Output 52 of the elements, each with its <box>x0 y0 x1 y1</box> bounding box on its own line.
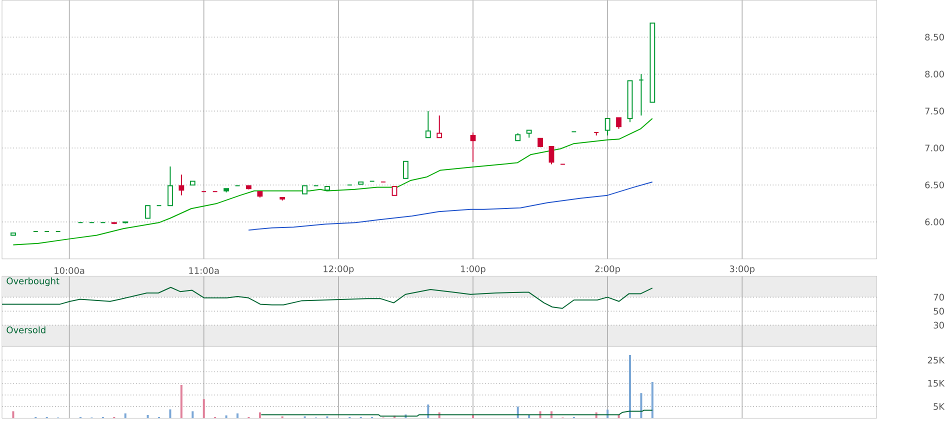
bar <box>629 354 632 418</box>
y-tick-label: 15K <box>928 380 945 386</box>
bar <box>640 392 642 418</box>
candlestick <box>168 166 173 206</box>
candlestick <box>548 146 554 165</box>
candlestick <box>358 181 364 185</box>
y-tick-label: 70 <box>934 294 944 300</box>
bar <box>236 413 239 418</box>
bar <box>258 412 261 418</box>
y-tick-label: 8.00 <box>925 70 944 78</box>
candlestick <box>190 180 196 186</box>
y-tick-label: 5K <box>934 403 945 410</box>
bar <box>146 414 149 418</box>
x-tick-label: 3:00p <box>730 265 755 274</box>
candlestick <box>10 232 16 236</box>
candlestick <box>650 22 656 103</box>
y-tick-label: 30 <box>934 322 944 328</box>
x-tick-label: 2:00p <box>595 265 620 274</box>
x-tick-label: 10:00a <box>54 267 84 274</box>
candlestick <box>604 118 610 136</box>
y-tick-label: 50 <box>934 308 944 314</box>
candlestick <box>436 114 442 138</box>
y-tick-label: 7.50 <box>925 107 944 114</box>
candlestick <box>392 186 398 196</box>
y-tick-label: 7.00 <box>925 144 944 152</box>
candlestick <box>178 174 184 196</box>
bar <box>124 413 126 418</box>
y-tick-label: 25K <box>928 356 945 364</box>
line-series <box>248 181 653 230</box>
bar <box>192 411 194 418</box>
bar <box>651 382 654 418</box>
candlestick <box>403 160 408 179</box>
x-tick-label: 11:00a <box>189 267 219 274</box>
bar <box>225 415 228 418</box>
band-label: Overbought <box>6 277 60 286</box>
candlestick <box>145 204 150 219</box>
line-series <box>12 118 653 246</box>
candlestick <box>616 117 622 130</box>
x-tick-label: 1:00p <box>461 265 486 274</box>
bar <box>516 406 519 418</box>
bar <box>180 384 182 418</box>
candlestick <box>302 185 308 194</box>
candlestick <box>425 110 431 138</box>
band-label: Oversold <box>6 326 46 334</box>
candlestick <box>470 132 476 162</box>
y-tick-label: 6.50 <box>925 181 944 188</box>
line-series <box>2 286 653 309</box>
x-tick-label: 12:00p <box>324 265 354 274</box>
y-tick-label: 8.50 <box>925 34 944 40</box>
candlestick <box>324 186 330 190</box>
y-tick-label: 6.00 <box>925 218 944 226</box>
bar <box>202 398 205 418</box>
